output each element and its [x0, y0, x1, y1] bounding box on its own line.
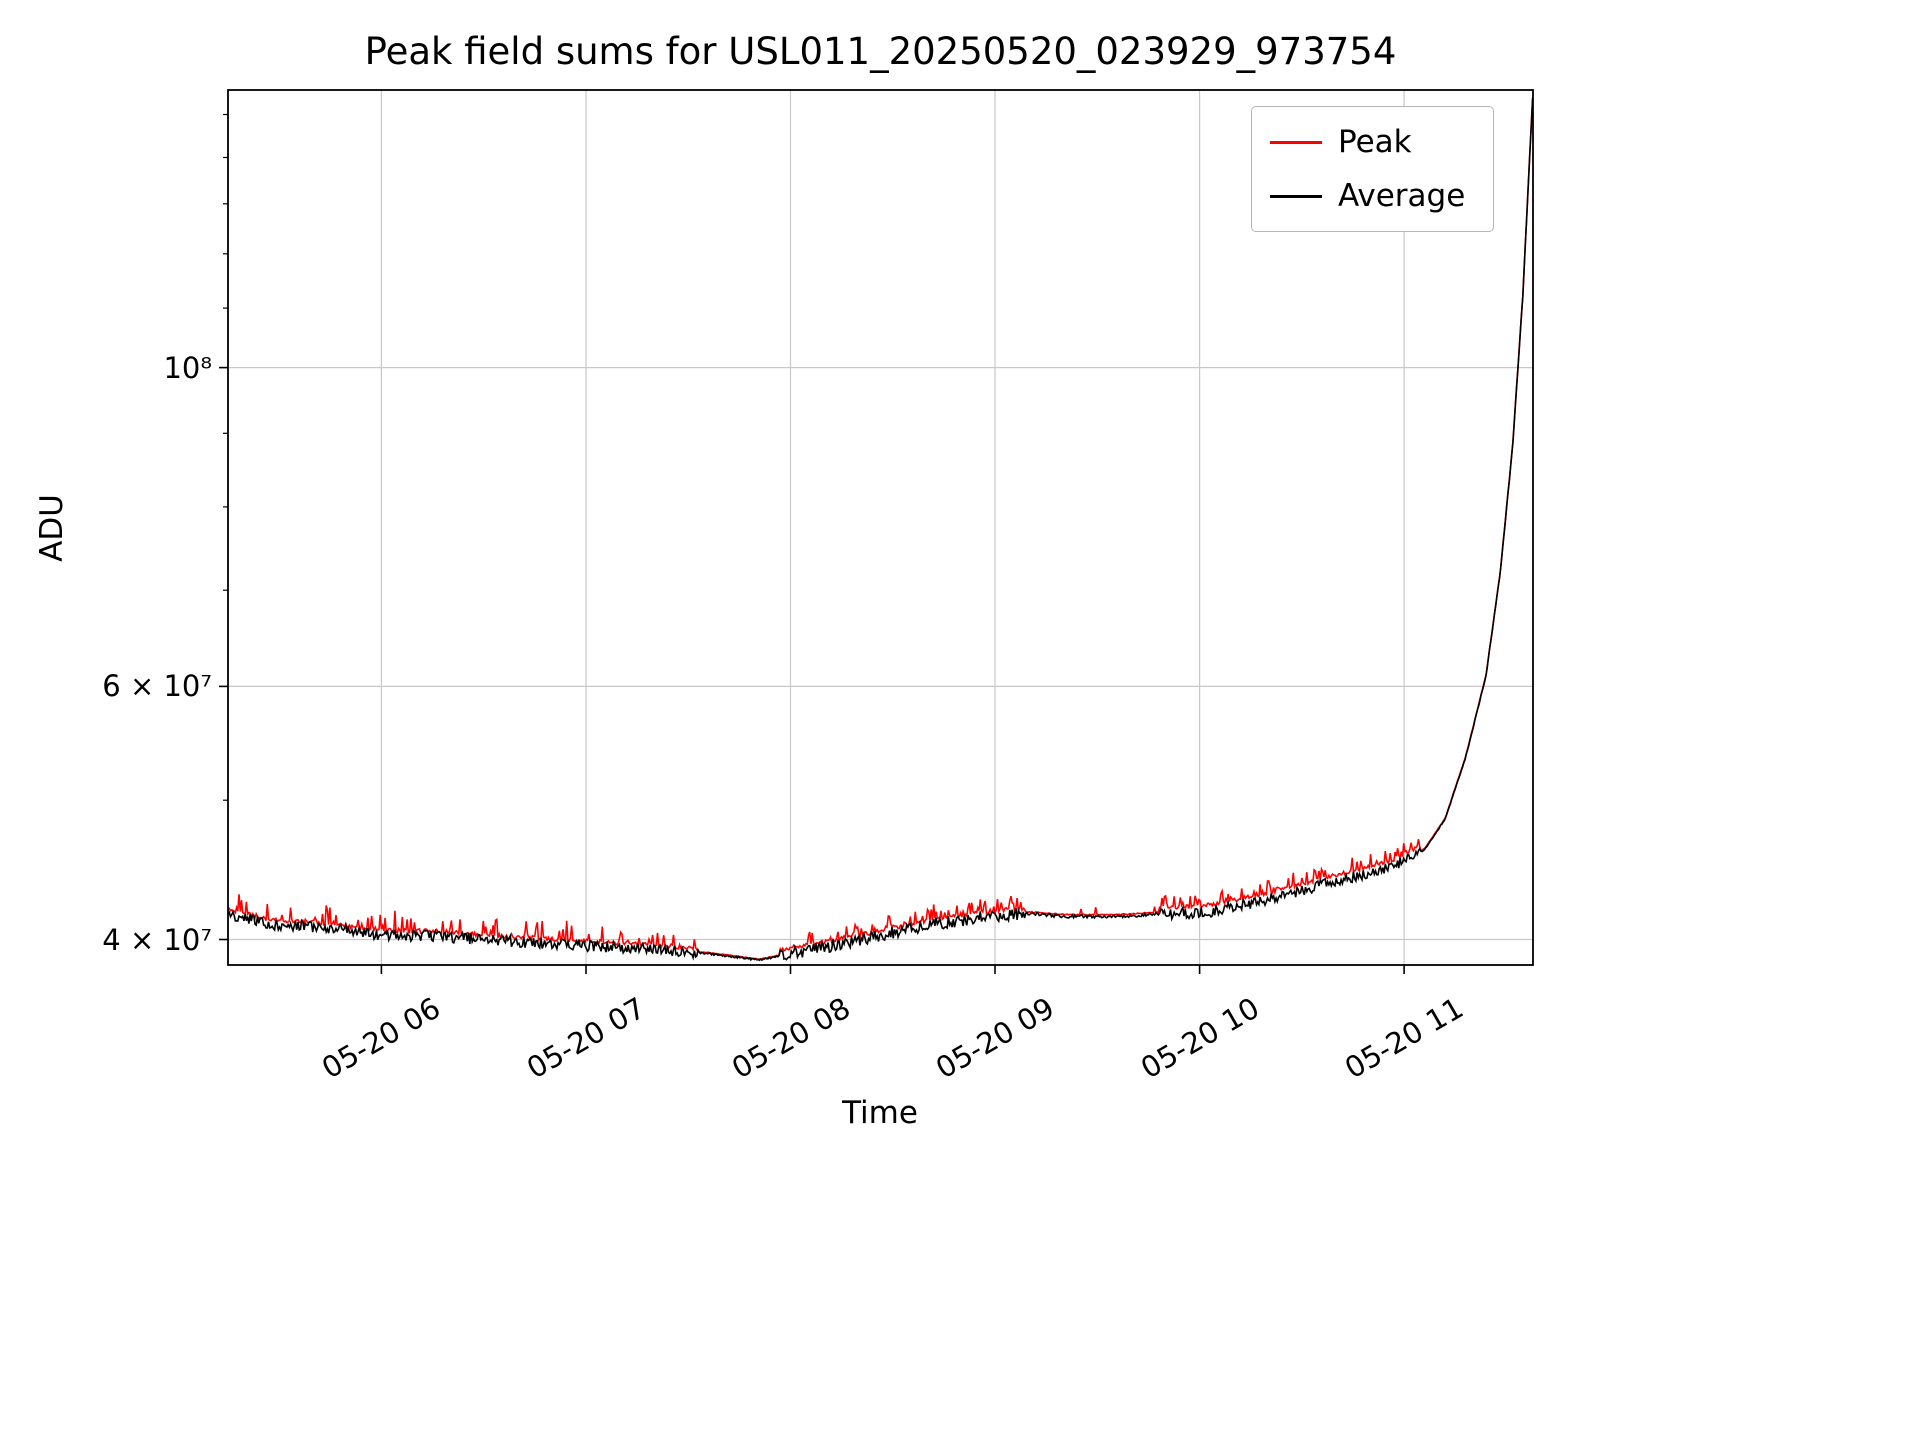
legend-line-peak-icon [1270, 140, 1322, 144]
y-tick-label: 10⁸ [163, 350, 212, 385]
y-tick-label: 6 × 10⁷ [102, 669, 212, 704]
legend-entry-peak: Peak [1270, 119, 1465, 165]
legend-label-peak: Peak [1338, 124, 1412, 160]
legend-line-average-icon [1270, 194, 1322, 198]
legend-entry-average: Average [1270, 173, 1465, 219]
x-axis-label: Time [842, 1095, 918, 1131]
y-tick-label: 4 × 10⁷ [102, 922, 212, 957]
y-axis-label: ADU [34, 494, 70, 562]
legend: Peak Average [1251, 106, 1495, 232]
legend-label-average: Average [1338, 178, 1466, 214]
chart-title: Peak field sums for USL011_20250520_0239… [364, 30, 1397, 73]
